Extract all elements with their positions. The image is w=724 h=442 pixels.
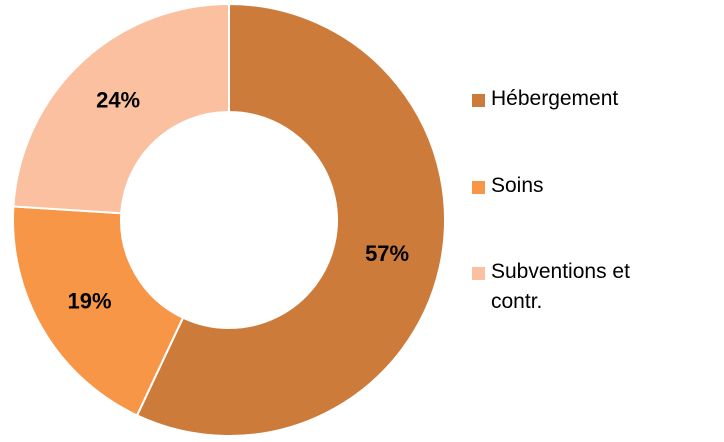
legend-swatch [472, 94, 485, 107]
legend-label: Soins [491, 174, 544, 197]
donut-slice [12, 205, 185, 417]
data-label: 19% [68, 288, 112, 313]
donut-slice [135, 2, 446, 437]
legend-item: Hébergement [472, 87, 641, 114]
data-label: 57% [365, 241, 409, 266]
legend-item: Soins [472, 174, 641, 201]
legend-label: Hébergement [491, 87, 619, 110]
legend-label: Subventions et contr. [491, 260, 630, 313]
legend-swatch [472, 267, 485, 280]
legend-swatch [472, 181, 485, 194]
data-label: 24% [96, 88, 140, 113]
donut-slice [12, 2, 230, 215]
legend-item: Subventions et contr. [472, 260, 641, 317]
